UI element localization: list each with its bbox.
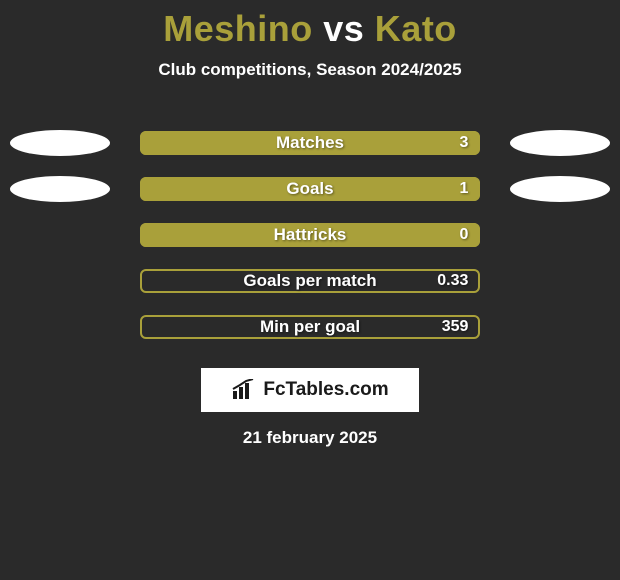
stat-value: 1 [460, 180, 469, 198]
left-ellipse-slot [0, 130, 120, 156]
stat-label: Matches [140, 133, 481, 153]
stat-row: Min per goal359 [0, 304, 620, 350]
player2-marker [510, 176, 610, 202]
stat-value: 3 [460, 134, 469, 152]
player2-name: Kato [375, 8, 457, 49]
stat-bar: Matches3 [140, 131, 481, 155]
player1-name: Meshino [163, 8, 313, 49]
right-ellipse-slot [500, 130, 620, 156]
stat-row: Hattricks0 [0, 212, 620, 258]
right-ellipse-slot [500, 176, 620, 202]
stat-row: Matches3 [0, 120, 620, 166]
site-logo: FcTables.com [201, 368, 419, 412]
stat-label: Goals [140, 179, 481, 199]
vs-text: vs [323, 8, 364, 49]
stat-value: 359 [442, 318, 469, 336]
player1-marker [10, 130, 110, 156]
chart-icon [231, 379, 257, 401]
player1-marker [10, 176, 110, 202]
stat-bar: Hattricks0 [140, 223, 481, 247]
stat-value: 0.33 [437, 272, 468, 290]
stat-row: Goals per match0.33 [0, 258, 620, 304]
stat-bar: Min per goal359 [140, 315, 481, 339]
logo-text: FcTables.com [263, 379, 388, 401]
stat-label: Goals per match [140, 271, 481, 291]
player2-marker [510, 130, 610, 156]
stat-row: Goals1 [0, 166, 620, 212]
stat-value: 0 [460, 226, 469, 244]
stat-rows: Matches3Goals1Hattricks0Goals per match0… [0, 120, 620, 350]
left-ellipse-slot [0, 176, 120, 202]
date-text: 21 february 2025 [0, 428, 620, 448]
stat-label: Min per goal [140, 317, 481, 337]
stat-bar: Goals1 [140, 177, 481, 201]
comparison-title: Meshino vs Kato [0, 0, 620, 50]
subtitle: Club competitions, Season 2024/2025 [0, 60, 620, 80]
stat-label: Hattricks [140, 225, 481, 245]
stat-bar: Goals per match0.33 [140, 269, 481, 293]
